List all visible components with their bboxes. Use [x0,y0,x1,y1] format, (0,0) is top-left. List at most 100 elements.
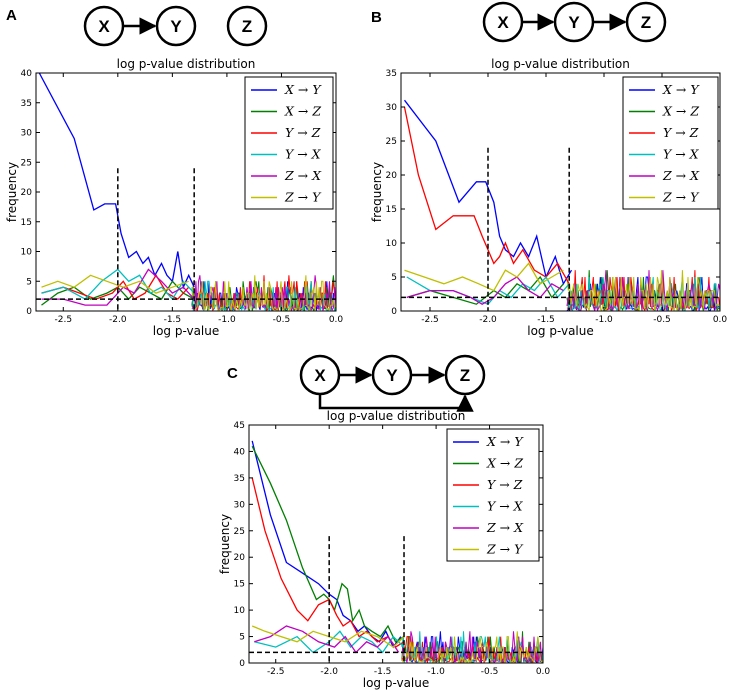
series-line-3 [41,268,195,301]
legend-label: Z → X [284,168,322,183]
x-tick-label: -2.0 [320,667,338,677]
chart-c: log p-value distribution -2.5 -2.0 -1.5 -1.0… [218,409,550,690]
legend: X → Y X → Z Y → Z Y → X Z → X Z → Y [244,76,334,210]
series-line-4 [406,276,564,305]
y-axis-label: frequency [5,162,19,222]
y-tick-label: 30 [21,129,33,139]
legend: X → Y X → Z Y → Z Y → X Z → X Z → Y [446,428,540,562]
x-tick-label: -1.0 [427,667,445,677]
legend-label: X → Z [486,456,523,471]
legend-label: Y → X [285,147,322,162]
y-tick-label: 40 [234,447,246,457]
panel-c: C X Y Z log p-value distribution -2.5 -2.0… [218,354,550,690]
y-tick-label: 25 [21,158,32,168]
y-tick-label: 35 [234,474,245,484]
legend-label: X → Z [662,104,699,119]
y-tick-label: 15 [234,580,245,590]
legend-label: X → Y [284,82,322,97]
y-tick-label: 35 [386,69,397,79]
node-z-a-label: Z [242,17,252,36]
legend-label: Y → Z [487,477,523,492]
node-y-b-label: Y [568,13,580,32]
node-y-c-label: Y [386,366,398,385]
legend-label: Z → X [662,168,700,183]
y-tick-label: 5 [26,277,32,287]
panel-letter-c: C [227,365,238,382]
y-tick-label: 10 [234,606,246,616]
y-tick-label: 0 [26,307,32,317]
dag-a: X Y Z [83,5,268,47]
legend-box [244,76,334,210]
series-line-5 [404,262,564,292]
y-tick-label: 25 [386,137,397,147]
y-tick-label: 0 [239,659,245,669]
legend-label: Y → Z [285,125,321,140]
node-z-c [444,354,486,396]
legend-label: Z → Y [662,190,700,205]
legend-label: Z → Y [486,542,524,557]
node-z-b [625,1,667,43]
plot-area [249,440,543,663]
y-tick-label: 15 [21,218,32,228]
node-z-a [226,5,268,47]
x-axis-label: log p-value [153,324,220,338]
node-x-a [83,5,125,47]
y-tick-label: 45 [234,421,245,431]
series-line-2 [251,477,405,648]
chart-title: log p-value distribution [117,57,256,71]
y-axis-label: frequency [218,514,232,574]
chart-title: log p-value distribution [491,57,630,71]
x-axis-label: log p-value [363,676,430,690]
y-tick-label: 15 [386,205,397,215]
y-tick-label: 10 [386,239,398,249]
y-tick-label: 35 [21,99,32,109]
y-tick-label: 25 [234,527,245,537]
x-tick-label: -1.5 [164,315,182,325]
y-tick-label: 0 [391,307,397,317]
y-tick-label: 30 [234,500,246,510]
plot-frame [248,424,544,664]
y-tick-label: 5 [239,633,245,643]
x-tick-label: -0.5 [273,315,291,325]
node-y-b [553,1,595,43]
dag-c: X Y Z [299,354,486,412]
panel-letter-b: B [371,9,382,26]
legend-label: Z → Y [284,190,322,205]
dag-b: X Y Z [482,1,667,43]
node-x-a-label: X [98,17,110,36]
node-y-a-label: Y [170,17,182,36]
node-x-c-label: X [314,366,326,385]
x-tick-label: -1.0 [218,315,236,325]
tail-noise-line [566,270,720,311]
chart-title: log p-value distribution [327,409,466,423]
legend-label: X → Y [486,434,524,449]
tail-noise-line [401,631,543,663]
legend-label: X → Z [284,104,321,119]
y-tick-label: 20 [386,171,398,181]
panel-letter-a: A [6,7,17,24]
y-tick-label: 20 [234,553,246,563]
plot-area [36,73,336,311]
x-axis-label: log p-value [527,324,594,338]
series-line-2 [403,106,570,285]
legend-label: X → Y [662,82,700,97]
legend-label: Y → X [487,499,524,514]
x-tick-label: -0.5 [481,667,499,677]
node-x-b [482,1,524,43]
x-tick-label: -2.5 [54,315,72,325]
y-tick-label: 40 [21,69,33,79]
node-x-b-label: X [497,13,509,32]
y-tick-label: 20 [21,188,33,198]
legend: X → Y X → Z Y → Z Y → X Z → X Z → Y [622,76,719,210]
x-tick-label: -1.0 [595,315,613,325]
plot-frame [400,72,721,312]
series-line-5 [41,274,189,294]
chart-a: log p-value distribution -2.5 -2.0 -1.5 -1.0… [5,57,343,338]
x-tick-label: -1.5 [537,315,555,325]
y-tick-label: 10 [21,248,33,258]
node-y-a [155,5,197,47]
node-z-c-label: Z [460,366,470,385]
plot-area [401,99,720,311]
y-axis-label: frequency [370,162,384,222]
